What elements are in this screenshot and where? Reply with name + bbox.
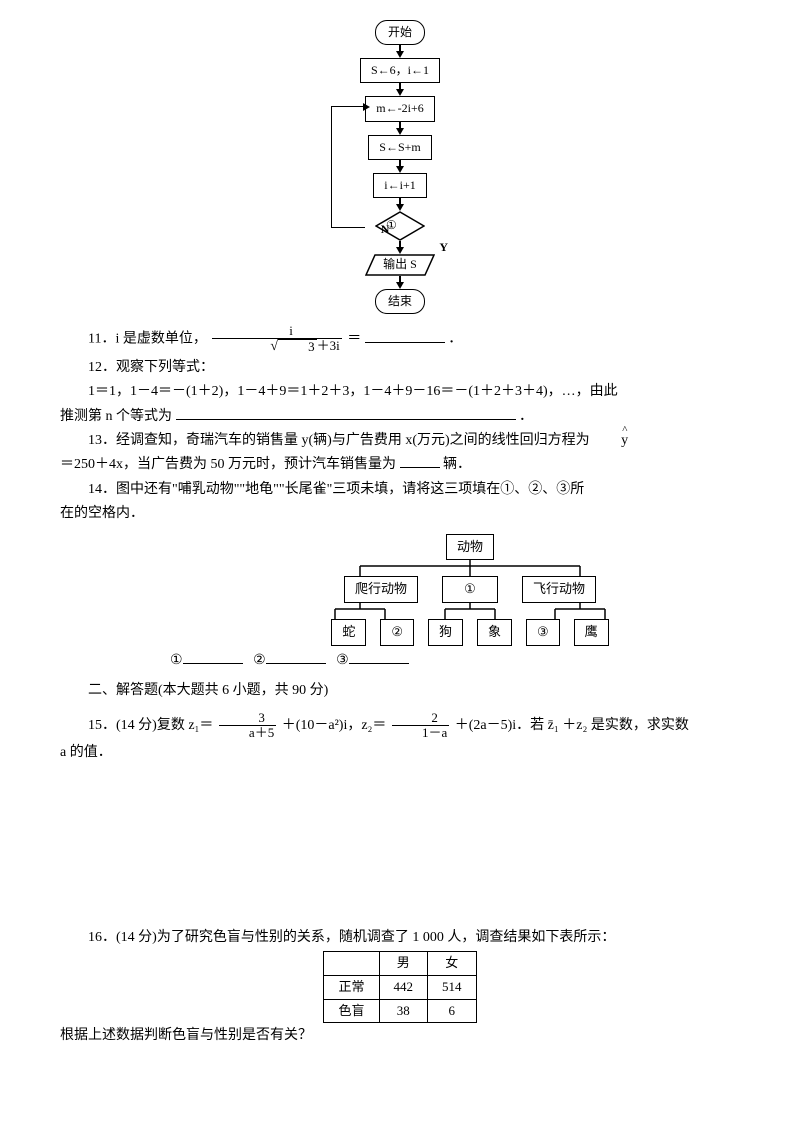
- q12-pre: 推测第 n 个等式为: [60, 409, 172, 424]
- fc-loop-arrow: [363, 103, 370, 111]
- tree-l2f: 鹰: [574, 619, 609, 646]
- q11-eq: ＝: [347, 332, 361, 347]
- r2c2: 6: [428, 999, 477, 1023]
- fc-loop: [331, 106, 365, 228]
- q15: 15．(14 分)复数 z₁＝ 3 a＋5 ＋(10－a²)i，z₂＝ 2 1－…: [60, 711, 740, 741]
- section-2: 二、解答题(本大题共 6 小题，共 90 分): [60, 680, 740, 702]
- tree-l2b: ②: [380, 619, 414, 646]
- q16-l2: 根据上述数据判断色盲与性别是否有关？: [60, 1025, 740, 1047]
- th-male: 男: [379, 952, 428, 976]
- tree-l2c: 狗: [428, 619, 463, 646]
- q15-l2: a 的值．: [60, 742, 740, 764]
- r2c1: 38: [379, 999, 428, 1023]
- fc-start: 开始: [375, 20, 425, 45]
- q12-post: ．: [519, 409, 533, 424]
- tree-diagram: 动物 爬行动物 ① 飞行动物 蛇: [200, 534, 740, 646]
- tree-l1c: 飞行动物: [522, 576, 596, 603]
- blank-1: [183, 650, 243, 664]
- tree-l2a: 蛇: [331, 619, 366, 646]
- th-empty: [324, 952, 379, 976]
- q13-post: 辆．: [443, 457, 471, 472]
- fc-n-label: N: [381, 220, 390, 239]
- fill-2: ②: [253, 653, 266, 668]
- r2-label: 色盲: [324, 999, 379, 1023]
- q15-f1d: a＋5: [219, 725, 276, 740]
- r1-label: 正常: [324, 975, 379, 999]
- fc-output-label: 输出 S: [383, 255, 417, 274]
- fc-step2: m←-2i+6: [365, 96, 434, 121]
- q11-prefix: 11．i 是虚数单位，: [88, 332, 207, 347]
- tree-l2d: 象: [477, 619, 512, 646]
- fc-step3: S←S+m: [368, 135, 431, 160]
- fc-step1: S←6，i←1: [360, 58, 440, 83]
- fc-step4: i←i+1: [373, 173, 426, 198]
- q15-f2n: 2: [401, 711, 440, 725]
- q11-fraction: i √3＋3i: [212, 324, 341, 355]
- flowchart: 开始 S←6，i←1 m←-2i+6 S←S+m i←i+1 ① N Y 输出 …: [60, 20, 740, 314]
- tree-conn1: [330, 560, 610, 576]
- q11-period: ．: [448, 332, 462, 347]
- q15-f2: 2 1－a: [392, 711, 449, 741]
- q15-conj: z̄₁: [548, 718, 559, 733]
- th-female: 女: [428, 952, 477, 976]
- q13: 13．经调查知，奇瑞汽车的销售量 y(辆)与广告费用 x(万元)之间的线性回归方…: [60, 430, 740, 452]
- q12-l3: 推测第 n 个等式为 ．: [60, 406, 740, 428]
- q13-pre: 13．经调查知，奇瑞汽车的销售量 y(辆)与广告费用 x(万元)之间的线性回归方…: [88, 433, 590, 448]
- q13-yhat: y: [593, 430, 628, 452]
- q13-blank: [400, 454, 440, 468]
- fill-1: ①: [170, 653, 183, 668]
- blank-3: [349, 650, 409, 664]
- q11-den: √3＋3i: [212, 338, 341, 354]
- q12-l2: 1＝1，1－4＝－(1＋2)，1－4＋9＝1＋2＋3，1－4＋9－16＝－(1＋…: [60, 381, 740, 403]
- blank-2: [266, 650, 326, 664]
- r1c1: 442: [379, 975, 428, 999]
- q15-mid1: ＋(10－a²)i，z₂＝: [282, 718, 387, 733]
- tree-conn2: [310, 603, 630, 619]
- q11-blank: [365, 329, 445, 343]
- q16-table: 男 女 正常 442 514 色盲 38 6: [323, 951, 476, 1023]
- q14-l1: 14．图中还有"哺乳动物""地龟""长尾雀"三项未填，请将这三项填在①、②、③所: [60, 479, 740, 501]
- tree-l1b: ①: [442, 576, 498, 603]
- q15-mid2: ＋(2a－5)i．若: [455, 718, 548, 733]
- q13-line2: ＝250＋4x，当广告费为 50 万元时，预计汽车销售量为 辆．: [60, 454, 740, 476]
- q11-den-tail: ＋3i: [317, 338, 340, 353]
- q14-l2: 在的空格内．: [60, 503, 740, 525]
- q12-l1: 12．观察下列等式：: [60, 357, 740, 379]
- fill-blanks: ① ② ③: [170, 650, 740, 672]
- q15-mid3: ＋z₂ 是实数，求实数: [562, 718, 689, 733]
- q13-mid: ＝250＋4x，当广告费为 50 万元时，预计汽车销售量为: [60, 457, 396, 472]
- tree-l2e: ③: [526, 619, 560, 646]
- tree-level1: 爬行动物 ① 飞行动物: [344, 576, 596, 603]
- fill-3: ③: [336, 653, 349, 668]
- fc-output: 输出 S: [365, 254, 435, 276]
- q15-f1n: 3: [228, 711, 267, 725]
- q11-num: i: [259, 324, 295, 338]
- r1c2: 514: [428, 975, 477, 999]
- q16-l1: 16．(14 分)为了研究色盲与性别的关系，随机调查了 1 000 人，调查结果…: [60, 927, 740, 949]
- q12-blank: [176, 406, 516, 420]
- tree-root: 动物: [446, 534, 494, 561]
- q15-f1: 3 a＋5: [219, 711, 276, 741]
- fc-end: 结束: [375, 289, 425, 314]
- q15-f2d: 1－a: [392, 725, 449, 740]
- fc-y-label: Y: [439, 238, 448, 257]
- fc-decision: ① N Y: [375, 211, 425, 241]
- spacer: [60, 765, 740, 925]
- q11-sqrt: 3: [278, 339, 317, 354]
- tree-level2: 蛇 ② 狗 象 ③ 鹰: [331, 619, 608, 646]
- q11: 11．i 是虚数单位， i √3＋3i ＝ ．: [60, 324, 740, 355]
- tree-l1a: 爬行动物: [344, 576, 418, 603]
- q15-pre: 15．(14 分)复数 z₁＝: [88, 718, 213, 733]
- page-content: 开始 S←6，i←1 m←-2i+6 S←S+m i←i+1 ① N Y 输出 …: [0, 0, 800, 1088]
